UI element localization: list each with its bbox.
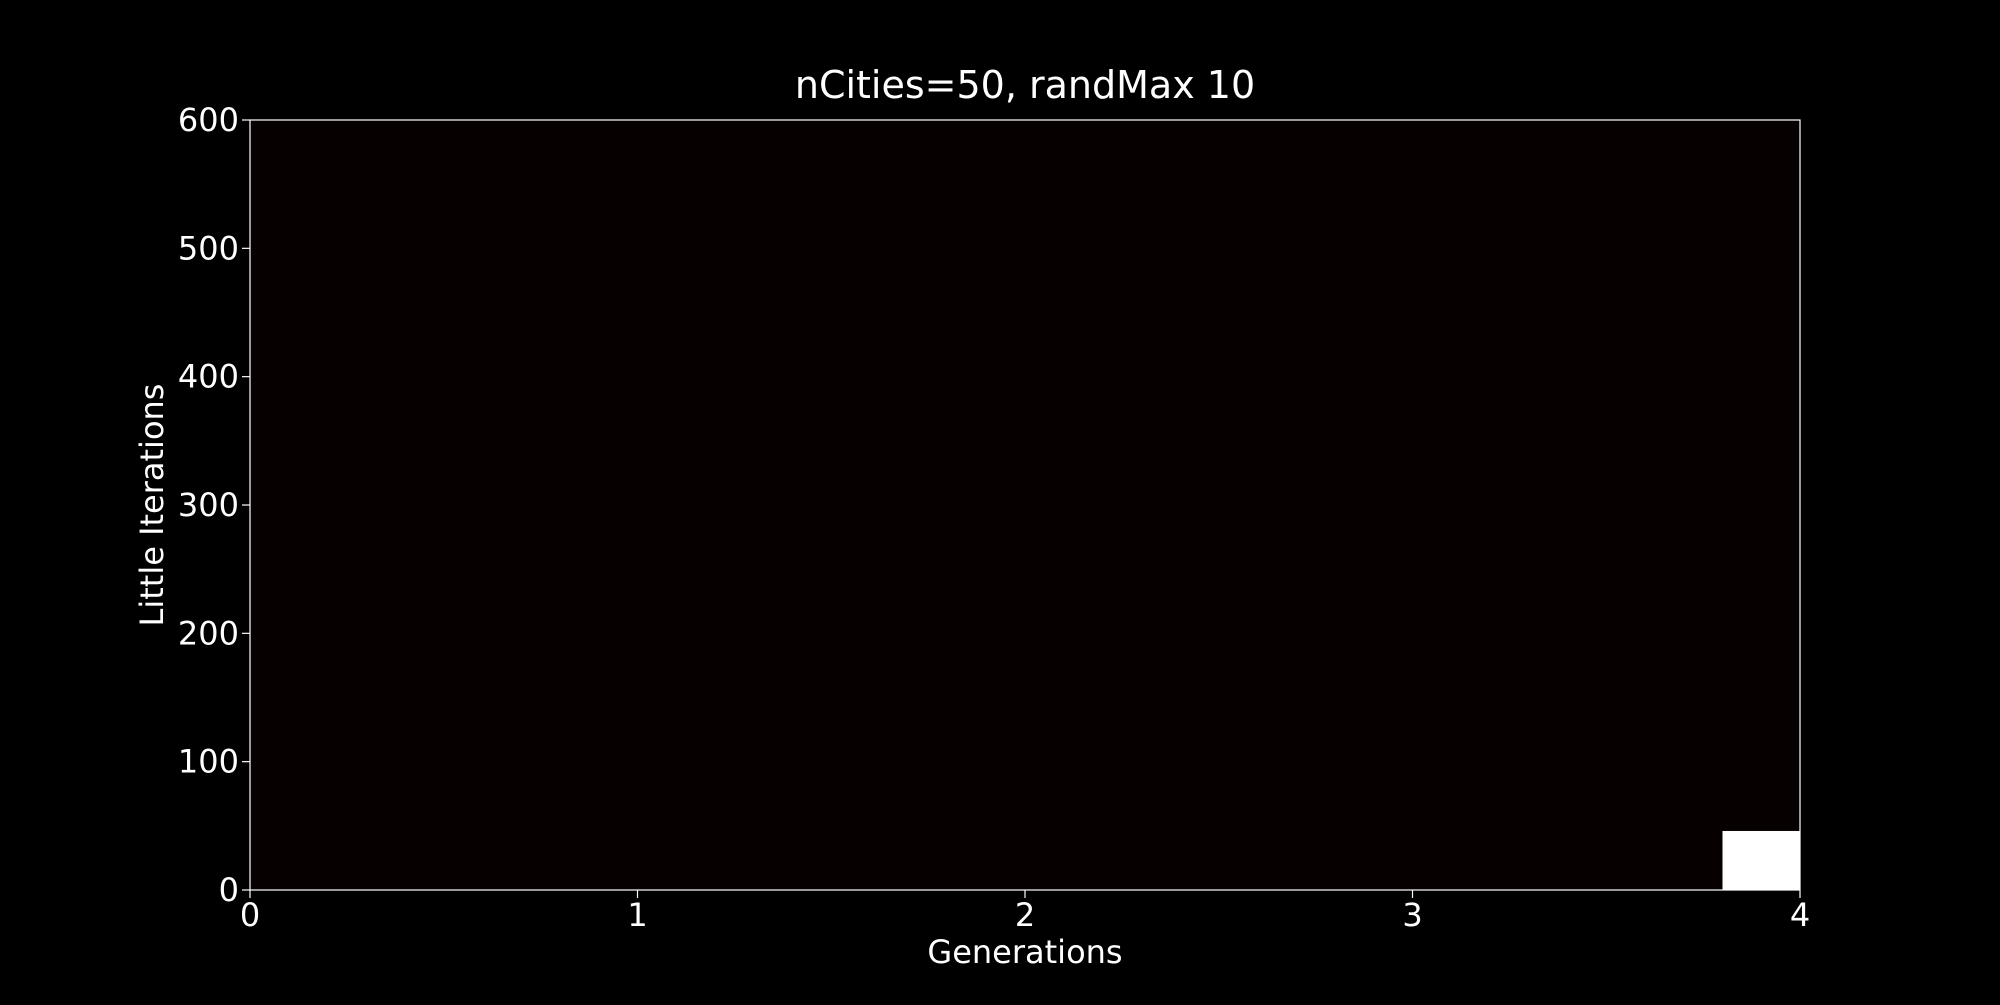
bar bbox=[1722, 830, 1800, 890]
y-tick-label: 500 bbox=[178, 229, 239, 267]
x-axis-label: Generations bbox=[927, 933, 1122, 971]
y-tick-label: 0 bbox=[219, 871, 239, 909]
x-tick-label: 1 bbox=[627, 896, 647, 934]
x-axis-ticks: 0 1 2 3 4 bbox=[240, 890, 1810, 934]
chart-title: nCities=50, randMax 10 bbox=[795, 63, 1255, 107]
x-tick-label: 2 bbox=[1015, 896, 1035, 934]
x-tick-label: 4 bbox=[1790, 896, 1810, 934]
y-axis-label: Little Iterations bbox=[133, 384, 171, 627]
y-axis-ticks: 0 100 200 300 400 500 600 bbox=[178, 101, 250, 909]
y-tick-label: 200 bbox=[178, 614, 239, 652]
plot-area bbox=[250, 120, 1800, 890]
y-tick-label: 400 bbox=[178, 358, 239, 396]
x-tick-label: 0 bbox=[240, 896, 260, 934]
bars-group bbox=[1722, 830, 1800, 890]
plot-frame bbox=[249, 119, 1801, 891]
y-tick-label: 600 bbox=[178, 101, 239, 139]
x-tick-label: 3 bbox=[1402, 896, 1422, 934]
y-tick-label: 100 bbox=[178, 743, 239, 781]
y-tick-label: 300 bbox=[178, 486, 239, 524]
